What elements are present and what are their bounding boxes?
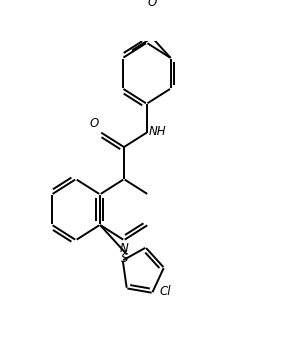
Text: S: S [121, 252, 128, 265]
Text: Cl: Cl [159, 285, 171, 298]
Text: N: N [120, 242, 128, 255]
Text: O: O [90, 117, 99, 130]
Text: NH: NH [149, 125, 167, 138]
Text: O: O [147, 0, 157, 9]
